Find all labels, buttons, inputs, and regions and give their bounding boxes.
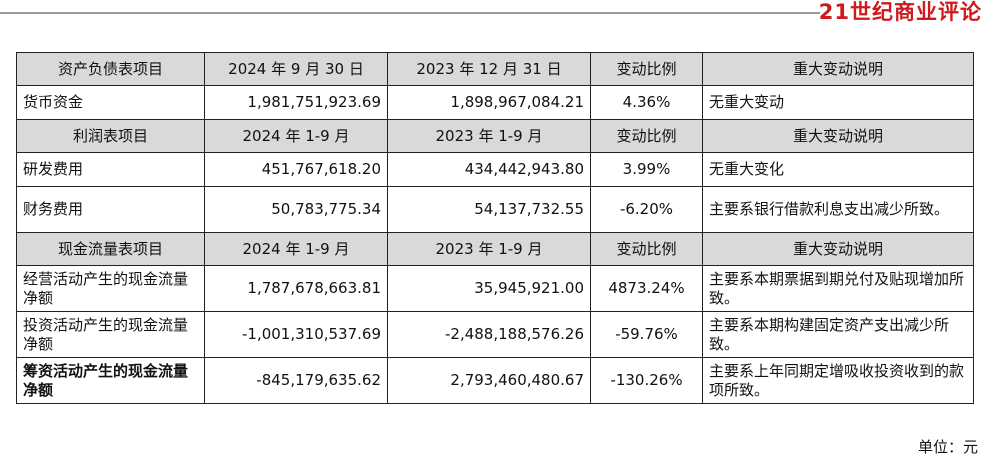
unit-note: 单位：元 [917, 438, 978, 456]
row-previous-value: -2,488,188,576.26 [387, 311, 591, 358]
header-change-ratio: 变动比例 [590, 52, 703, 86]
row-current-value: -1,001,310,537.69 [204, 311, 388, 358]
row-item: 筹资活动产生的现金流量净额 [16, 357, 205, 404]
row-change-ratio: 3.99% [590, 152, 703, 187]
table-row: 财务费用 50,783,775.34 54,137,732.55 -6.20% … [16, 186, 974, 233]
row-explanation: 主要系本期票据到期兑付及贴现增加所致。 [702, 265, 974, 312]
row-change-ratio: -130.26% [590, 357, 703, 404]
header-change-ratio: 变动比例 [590, 232, 703, 266]
top-divider [0, 12, 820, 14]
row-current-value: 1,787,678,663.81 [204, 265, 388, 312]
table-row: 研发费用 451,767,618.20 434,442,943.80 3.99%… [16, 152, 974, 187]
row-current-value: 50,783,775.34 [204, 186, 388, 233]
row-explanation: 主要系本期构建固定资产支出减少所致。 [702, 311, 974, 358]
row-item: 投资活动产生的现金流量净额 [16, 311, 205, 358]
row-explanation: 无重大变化 [702, 152, 974, 187]
row-item: 研发费用 [16, 152, 205, 187]
header-current-period: 2024 年 9 月 30 日 [204, 52, 388, 86]
table-row: 经营活动产生的现金流量净额 1,787,678,663.81 35,945,92… [16, 265, 974, 312]
header-previous-period: 2023 年 1-9 月 [387, 232, 591, 266]
row-item: 货币资金 [16, 85, 205, 120]
row-current-value: -845,179,635.62 [204, 357, 388, 404]
row-explanation: 无重大变动 [702, 85, 974, 120]
row-previous-value: 434,442,943.80 [387, 152, 591, 187]
row-item: 经营活动产生的现金流量净额 [16, 265, 205, 312]
row-previous-value: 2,793,460,480.67 [387, 357, 591, 404]
brand-logo: 21世纪商业评论 [818, 0, 982, 24]
row-current-value: 1,981,751,923.69 [204, 85, 388, 120]
row-explanation: 主要系银行借款利息支出减少所致。 [702, 186, 974, 233]
row-change-ratio: 4873.24% [590, 265, 703, 312]
row-change-ratio: -6.20% [590, 186, 703, 233]
income-statement-header-row: 利润表项目 2024 年 1-9 月 2023 年 1-9 月 变动比例 重大变… [16, 119, 974, 153]
header-item: 利润表项目 [16, 119, 205, 153]
row-previous-value: 35,945,921.00 [387, 265, 591, 312]
header-previous-period: 2023 年 1-9 月 [387, 119, 591, 153]
header-explanation: 重大变动说明 [702, 119, 974, 153]
row-current-value: 451,767,618.20 [204, 152, 388, 187]
header-item: 现金流量表项目 [16, 232, 205, 266]
row-change-ratio: 4.36% [590, 85, 703, 120]
row-previous-value: 1,898,967,084.21 [387, 85, 591, 120]
row-explanation: 主要系上年同期定增吸收投资收到的款项所致。 [702, 357, 974, 404]
cash-flow-header-row: 现金流量表项目 2024 年 1-9 月 2023 年 1-9 月 变动比例 重… [16, 232, 974, 266]
table-row: 筹资活动产生的现金流量净额 -845,179,635.62 2,793,460,… [16, 357, 974, 404]
header-current-period: 2024 年 1-9 月 [204, 119, 388, 153]
row-item: 财务费用 [16, 186, 205, 233]
header-explanation: 重大变动说明 [702, 52, 974, 86]
table-row: 投资活动产生的现金流量净额 -1,001,310,537.69 -2,488,1… [16, 311, 974, 358]
table-row: 货币资金 1,981,751,923.69 1,898,967,084.21 4… [16, 85, 974, 120]
header-previous-period: 2023 年 12 月 31 日 [387, 52, 591, 86]
header-explanation: 重大变动说明 [702, 232, 974, 266]
financial-table: 资产负债表项目 2024 年 9 月 30 日 2023 年 12 月 31 日… [16, 52, 974, 404]
header-change-ratio: 变动比例 [590, 119, 703, 153]
header-current-period: 2024 年 1-9 月 [204, 232, 388, 266]
balance-sheet-header-row: 资产负债表项目 2024 年 9 月 30 日 2023 年 12 月 31 日… [16, 52, 974, 86]
header-item: 资产负债表项目 [16, 52, 205, 86]
row-previous-value: 54,137,732.55 [387, 186, 591, 233]
row-change-ratio: -59.76% [590, 311, 703, 358]
